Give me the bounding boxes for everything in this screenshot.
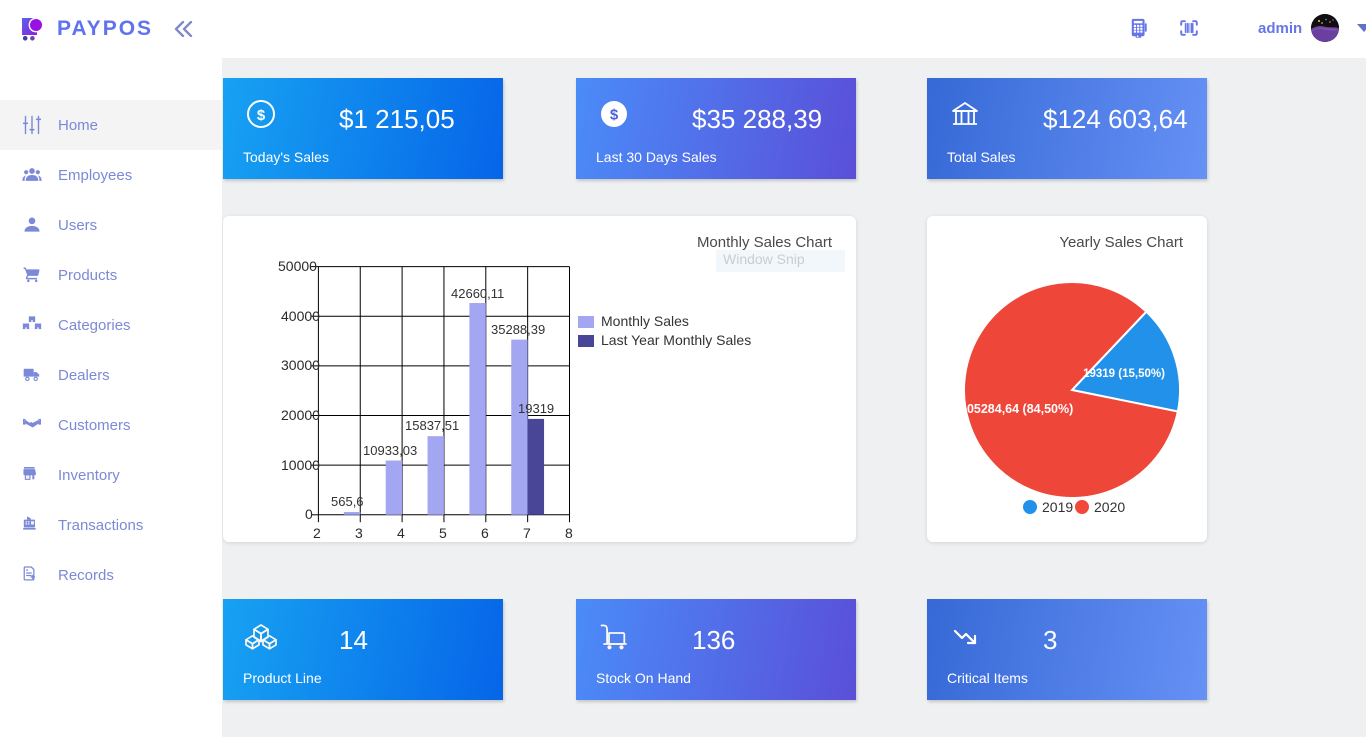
svg-text:105284,64 (84,50%): 105284,64 (84,50%) [960,402,1073,416]
svg-text:19319 (15,50%): 19319 (15,50%) [1083,368,1165,380]
svg-text:2020: 2020 [1094,499,1125,515]
svg-text:$: $ [257,107,266,124]
svg-text:$: $ [610,107,619,124]
svg-text:2019: 2019 [1042,499,1073,515]
